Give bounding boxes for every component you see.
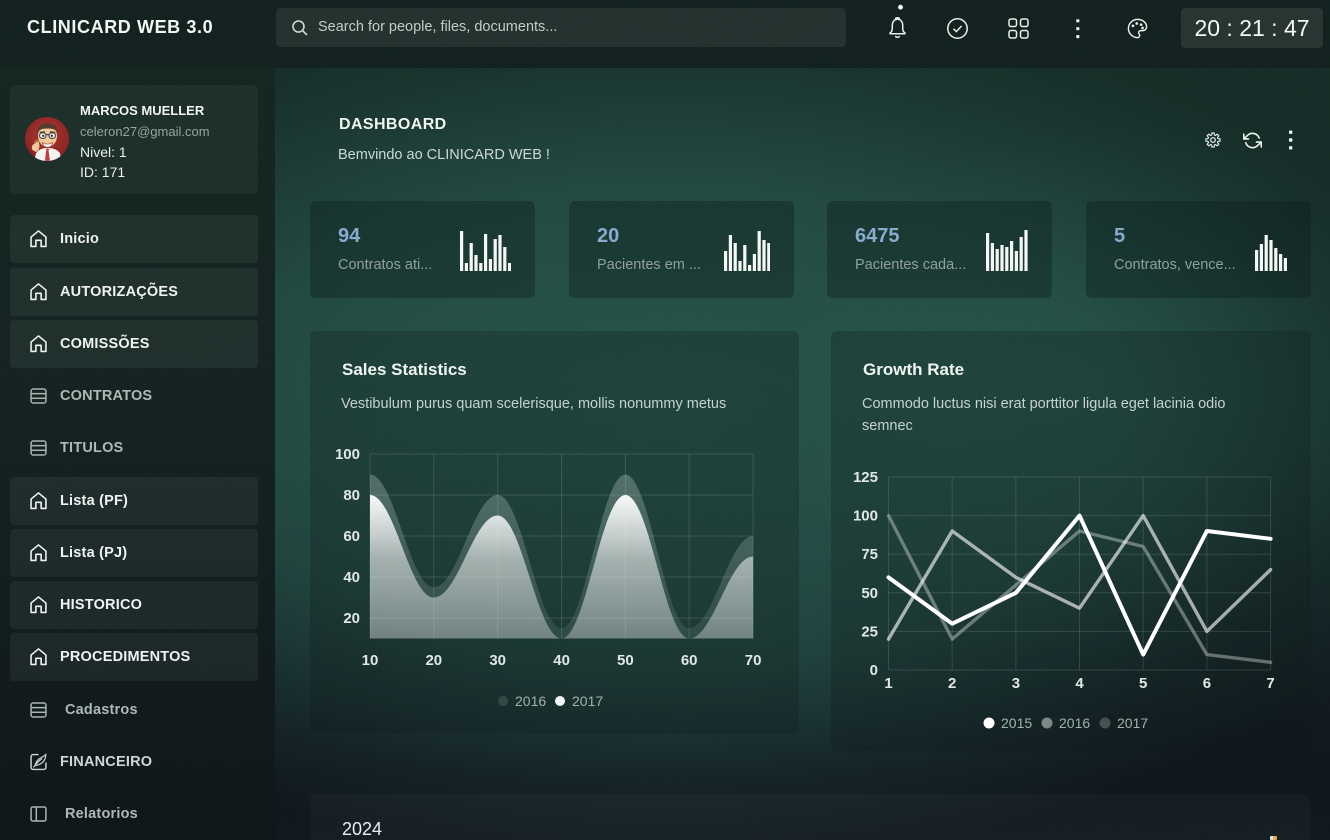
svg-text:70: 70	[745, 652, 762, 669]
svg-text:2015: 2015	[1001, 715, 1032, 731]
svg-text:60: 60	[343, 528, 360, 545]
svg-text:40: 40	[553, 652, 570, 669]
svg-text:20: 20	[425, 652, 442, 669]
svg-text:2017: 2017	[572, 693, 603, 709]
svg-text:6: 6	[1203, 675, 1211, 692]
svg-text:7: 7	[1266, 675, 1274, 692]
svg-text:0: 0	[870, 662, 878, 679]
svg-text:100: 100	[335, 446, 360, 463]
svg-text:20: 20	[343, 610, 360, 627]
svg-text:40: 40	[343, 569, 360, 586]
svg-text:10: 10	[362, 652, 379, 669]
svg-text:2: 2	[948, 675, 956, 692]
svg-text:5: 5	[1139, 675, 1147, 692]
svg-text:80: 80	[343, 487, 360, 504]
svg-text:1: 1	[884, 675, 892, 692]
svg-text:125: 125	[853, 469, 878, 486]
svg-text:25: 25	[861, 623, 878, 640]
svg-text:60: 60	[681, 652, 698, 669]
svg-text:2017: 2017	[1117, 715, 1148, 731]
svg-text:4: 4	[1075, 675, 1084, 692]
svg-text:100: 100	[853, 508, 878, 525]
svg-text:2016: 2016	[1059, 715, 1090, 731]
svg-text:30: 30	[489, 652, 506, 669]
svg-text:50: 50	[617, 652, 634, 669]
svg-text:50: 50	[861, 585, 878, 602]
svg-text:3: 3	[1012, 675, 1020, 692]
svg-text:75: 75	[861, 546, 878, 563]
svg-text:2016: 2016	[515, 693, 546, 709]
